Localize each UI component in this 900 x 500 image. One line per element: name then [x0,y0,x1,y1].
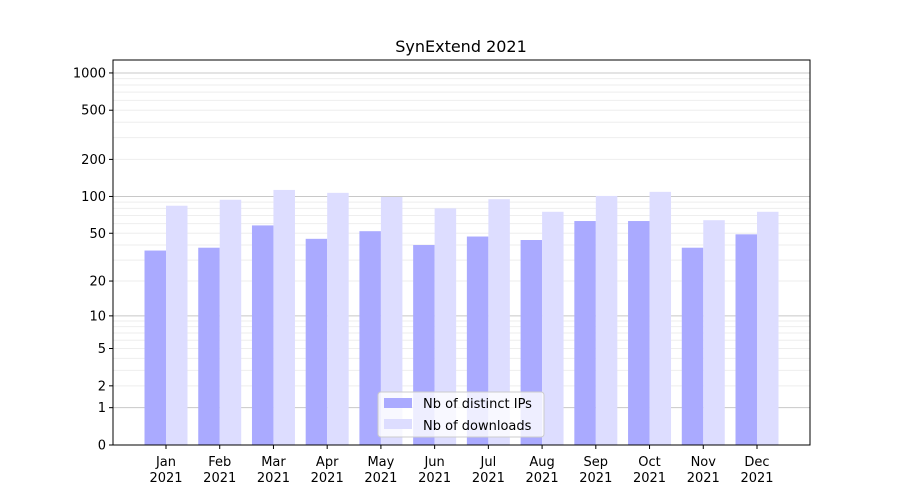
y-tick-label: 20 [89,275,106,290]
x-tick-label-month: Jan [155,455,176,470]
y-tick-label: 50 [89,227,106,242]
x-tick-label-month: Dec [744,455,769,470]
x-tick-label-month: Nov [691,455,717,470]
y-tick-label: 100 [81,190,106,205]
bar-ips-may [359,231,381,445]
bar-ips-jan [144,250,166,445]
plot-frame [112,59,811,446]
chart-title: SynExtend 2021 [395,37,527,56]
x-tick-label-month: Jul [480,455,497,470]
legend-swatch-downloads [384,419,412,429]
y-tick-label: 1 [98,401,106,416]
y-tick-label: 2 [98,379,106,394]
x-tick-label-month: Oct [638,455,660,470]
y-axis: 0 1 2 5 10 20 50 100 200 500 1000 [73,66,113,454]
bar-downloads-may [380,197,403,445]
bar-downloads-jan [166,205,188,445]
x-tick-label-month: Feb [208,455,231,470]
x-tick-label-month: May [367,455,394,470]
x-tick-label-year: 2021 [579,471,612,486]
x-tick-label-year: 2021 [311,471,344,486]
x-tick-label-month: Mar [261,455,286,470]
bar-downloads-jul [488,199,510,445]
x-tick-label-month: Jun [423,455,444,470]
legend-label-ips: Nb of distinct IPs [423,397,532,412]
x-tick-label-year: 2021 [149,471,182,486]
x-tick-label-month: Aug [529,455,554,470]
y-tick-label: 5 [98,342,106,357]
y-tick-label: 0 [98,439,106,454]
x-tick-label-year: 2021 [526,471,559,486]
x-tick-label-month: Sep [584,455,609,470]
bar-downloads-nov [703,220,725,445]
x-tick-label-month: Apr [316,455,339,470]
x-tick-label-year: 2021 [472,471,505,486]
bar-ips-feb [198,247,220,445]
x-axis: Jan2021Feb2021Mar2021Apr2021May2021Jun20… [149,445,774,486]
bar-ips-dec [735,234,757,445]
bar-ips-mar [251,225,274,445]
bar-downloads-mar [273,189,295,445]
bar-ips-sep [574,221,596,445]
bar-downloads-apr [327,192,349,445]
y-tick-label: 1000 [73,66,106,81]
x-tick-label-year: 2021 [740,471,773,486]
bar-downloads-jun [434,208,457,445]
x-tick-label-year: 2021 [364,471,397,486]
x-tick-label-year: 2021 [687,471,720,486]
bar-downloads-feb [219,199,242,445]
bar-ips-apr [305,238,328,445]
bar-ips-oct [628,221,650,445]
x-tick-label-year: 2021 [257,471,290,486]
bar-downloads-aug [542,211,564,445]
x-tick-label-year: 2021 [633,471,666,486]
bar-downloads-sep [595,195,618,445]
bar-ips-nov [681,247,704,445]
bar-downloads-oct [649,191,672,445]
y-tick-label: 500 [81,104,106,119]
legend-label-downloads: Nb of downloads [423,419,532,434]
x-tick-label-year: 2021 [203,471,236,486]
legend-swatch-ips [384,398,412,408]
y-tick-label: 200 [81,153,106,168]
bar-downloads-dec [757,211,779,445]
y-tick-label: 10 [89,309,106,324]
legend-box [377,391,545,438]
legend: Nb of distinct IPs Nb of downloads [377,391,545,438]
x-tick-label-year: 2021 [418,471,451,486]
